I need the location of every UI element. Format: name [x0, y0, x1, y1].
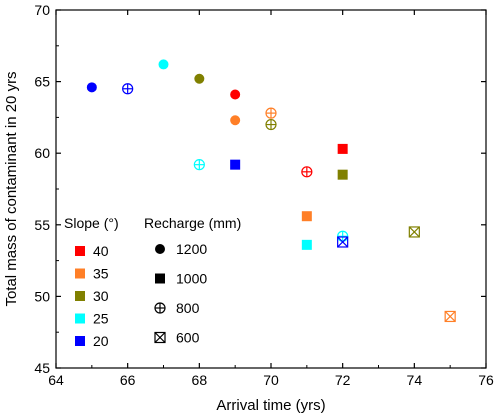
data-points	[86, 59, 456, 323]
y-tick-label: 50	[34, 288, 50, 304]
data-point	[230, 89, 241, 100]
data-point	[194, 73, 205, 84]
legend-slope-swatch	[75, 268, 85, 279]
data-point	[230, 159, 241, 170]
legend-slope: Slope (°) 40 35 30 25 20	[64, 215, 119, 349]
legend-recharge-label: 1200	[176, 241, 207, 257]
x-axis-label: Arrival time (yrs)	[216, 397, 325, 414]
y-tick-label: 70	[34, 2, 50, 18]
y-tick-label: 55	[34, 217, 50, 233]
x-tick-label: 66	[120, 372, 136, 388]
legend-slope-swatch	[75, 246, 85, 256]
data-point	[265, 107, 277, 119]
data-point	[337, 143, 348, 154]
legend-slope-title: Slope (°)	[64, 215, 119, 231]
legend-recharge-label: 1000	[176, 271, 207, 287]
x-tick-label: 76	[478, 372, 494, 388]
legend-recharge: Recharge (mm) 1200 1000 800 600	[144, 215, 241, 346]
data-point	[301, 166, 313, 178]
y-tick-label: 45	[34, 360, 50, 376]
data-point	[337, 236, 349, 248]
data-point	[444, 310, 456, 323]
legend-slope-label: 30	[93, 288, 109, 304]
data-point	[265, 118, 277, 131]
legend-slope-swatch	[75, 291, 85, 301]
data-point	[158, 59, 169, 70]
data-point	[230, 115, 241, 126]
legend-recharge-label: 600	[176, 330, 200, 346]
y-axis-label: Total mass of contaminant in 20 yrs	[3, 71, 20, 306]
data-point	[122, 83, 134, 95]
legend-recharge-marker	[155, 244, 165, 254]
legend-slope-swatch	[75, 313, 85, 324]
data-point	[301, 239, 312, 250]
legend-recharge-marker	[154, 302, 166, 314]
y-tick-label: 65	[34, 74, 50, 90]
legend-slope-label: 40	[93, 243, 109, 259]
x-tick-label: 74	[407, 372, 423, 388]
legend-slope-label: 25	[93, 311, 109, 327]
legend-slope-label: 35	[93, 266, 109, 282]
x-tick-label: 68	[192, 372, 208, 388]
x-tick-label: 72	[335, 372, 351, 388]
data-point	[337, 169, 348, 180]
legend-recharge-marker	[155, 273, 165, 284]
y-tick-label: 60	[34, 145, 50, 161]
data-point	[408, 226, 420, 238]
legend-recharge-marker	[154, 331, 166, 344]
legend-slope-label: 20	[93, 333, 109, 349]
data-point	[337, 230, 349, 242]
x-tick-label: 64	[48, 372, 64, 388]
data-point	[193, 159, 205, 171]
plot-frame	[55, 9, 487, 369]
data-point	[86, 82, 97, 93]
axes: 64 66 68 70 72 74 76 45 50 55 60 65 70	[34, 2, 494, 388]
legend-slope-swatch	[75, 336, 85, 346]
legend-recharge-title: Recharge (mm)	[144, 215, 241, 231]
x-tick-label: 70	[263, 372, 279, 388]
legend-recharge-label: 800	[176, 300, 200, 316]
data-point	[301, 211, 312, 222]
